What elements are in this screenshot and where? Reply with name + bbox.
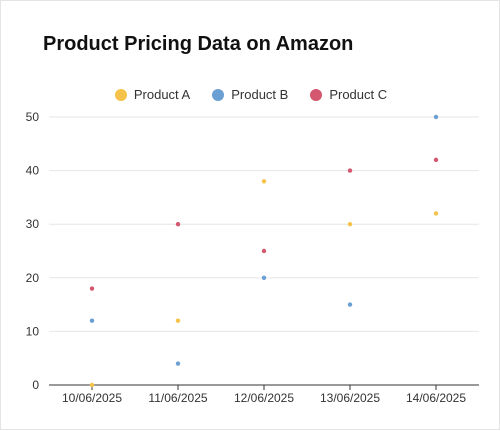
- legend-marker-product-c: [310, 88, 323, 101]
- data-point-product-b: [175, 361, 181, 366]
- data-point-product-a: [433, 211, 439, 216]
- y-tick-label: 30: [26, 217, 40, 231]
- data-point-product-c: [89, 286, 95, 291]
- x-tick-label: 12/06/2025: [234, 391, 294, 405]
- data-point-product-a: [347, 222, 353, 227]
- chart-title: Product Pricing Data on Amazon: [43, 33, 354, 55]
- legend-item-product-b[interactable]: Product B: [212, 87, 288, 102]
- data-point-product-b: [89, 318, 95, 323]
- data-point-product-c: [433, 157, 439, 163]
- data-point-product-a: [89, 382, 95, 388]
- data-point-product-b: [433, 114, 439, 120]
- legend-item-product-a[interactable]: Product A: [114, 87, 191, 102]
- x-tick-label: 10/06/2025: [62, 391, 122, 405]
- x-tick-label: 13/06/2025: [320, 391, 380, 405]
- data-point-product-b: [261, 275, 267, 280]
- data-point-product-c: [347, 168, 353, 173]
- x-tick-label: 14/06/2025: [406, 391, 466, 405]
- data-point-product-a: [175, 318, 181, 323]
- legend-label-product-b: Product B: [231, 87, 289, 102]
- legend-label-product-a: Product A: [133, 87, 191, 102]
- legend-item-product-c[interactable]: Product C: [310, 87, 387, 102]
- legend-marker-product-b: [212, 88, 225, 101]
- y-tick-label: 50: [26, 110, 40, 124]
- chart-legend: Product A Product B Product C: [1, 87, 500, 102]
- data-point-product-c: [175, 222, 181, 227]
- y-tick-label: 0: [32, 378, 39, 392]
- legend-marker-product-a: [114, 88, 127, 101]
- y-tick-label: 40: [26, 164, 40, 178]
- legend-label-product-c: Product C: [329, 87, 388, 102]
- y-tick-label: 20: [26, 271, 40, 285]
- data-point-product-c: [261, 248, 267, 254]
- y-tick-label: 10: [26, 324, 40, 338]
- x-tick-label: 11/06/2025: [148, 391, 207, 405]
- data-point-product-b: [347, 302, 353, 307]
- data-point-product-a: [261, 179, 267, 184]
